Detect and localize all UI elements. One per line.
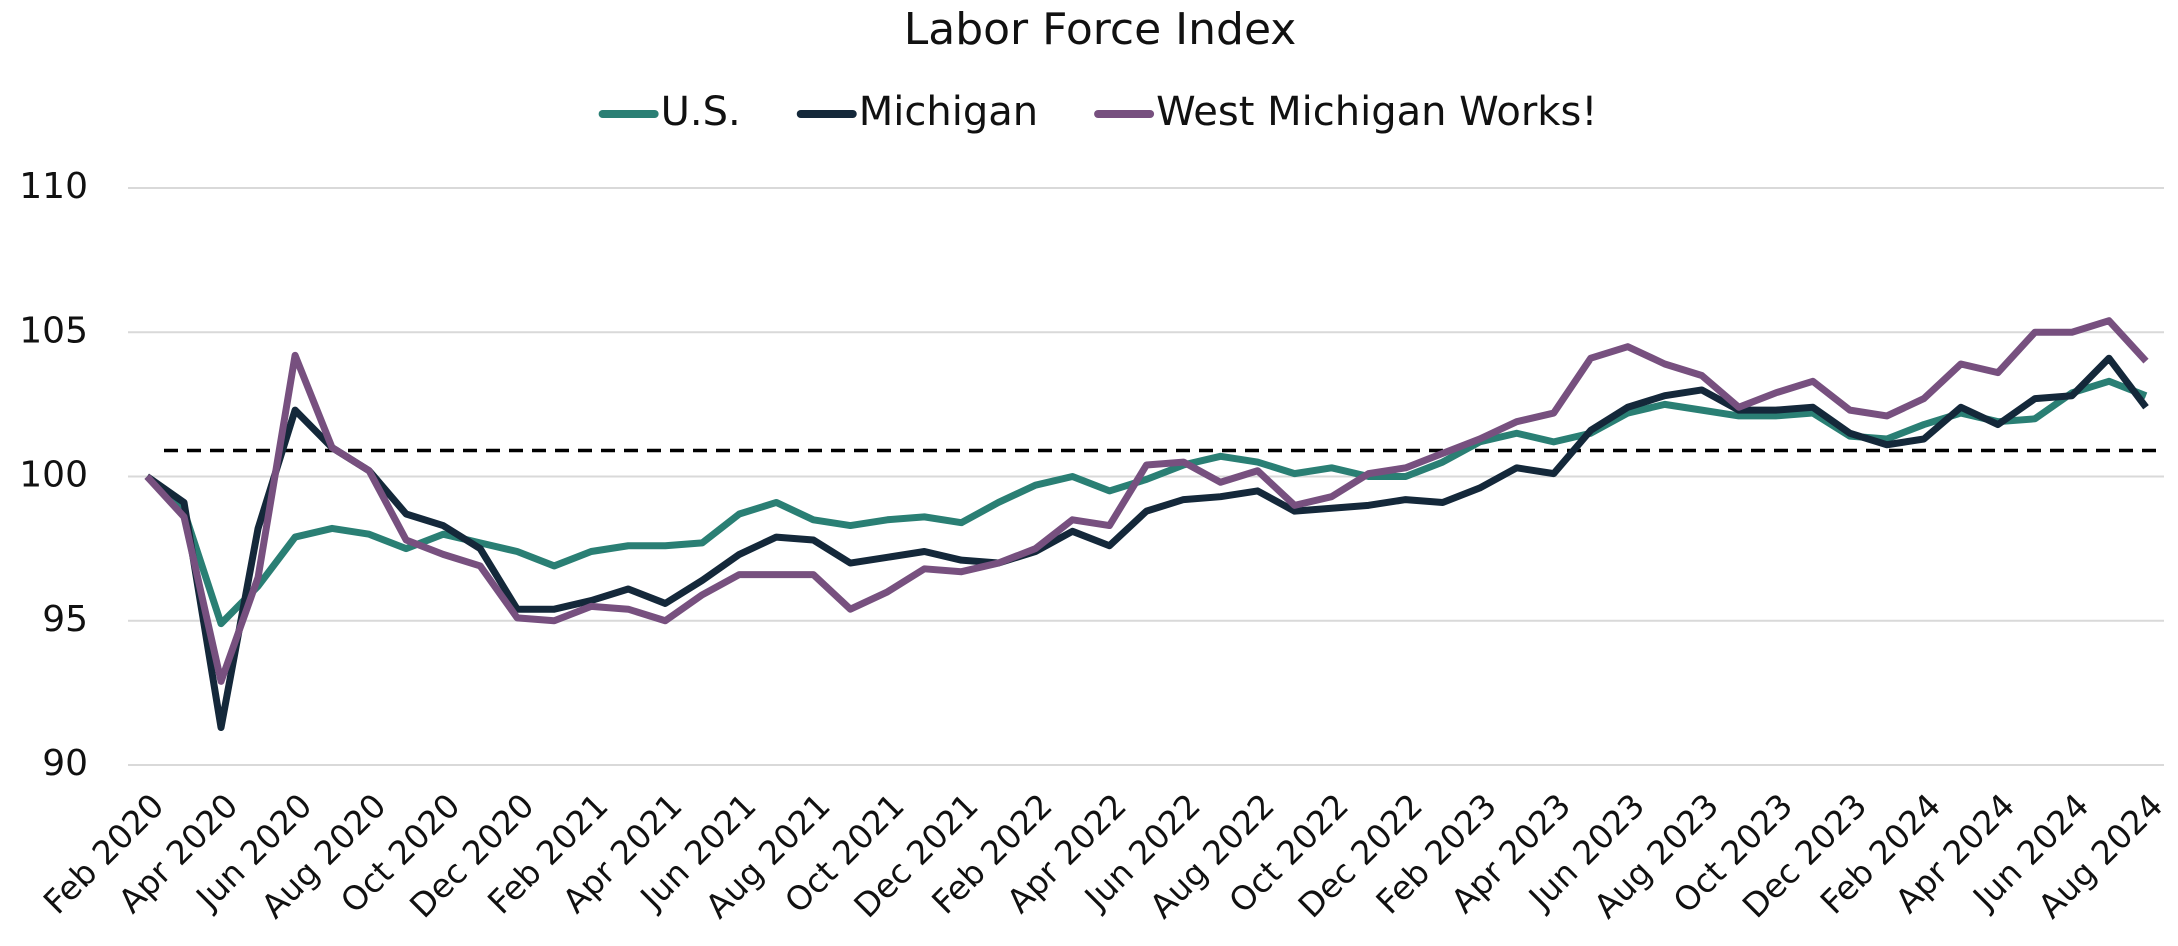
- legend-label: U.S.: [661, 89, 741, 135]
- series-line: [144, 354, 2149, 731]
- chart-title: Labor Force Index: [904, 4, 1297, 55]
- legend-label: West Michigan Works!: [1156, 89, 1597, 135]
- series-line: [144, 377, 2148, 628]
- y-tick-label: 95: [42, 599, 88, 640]
- legend-label: Michigan: [859, 89, 1038, 135]
- y-tick-label: 100: [19, 455, 88, 496]
- y-tick-label: 105: [19, 310, 88, 351]
- y-tick-label: 110: [19, 166, 88, 207]
- y-tick-label: 90: [42, 743, 88, 784]
- series-line: [144, 317, 2149, 685]
